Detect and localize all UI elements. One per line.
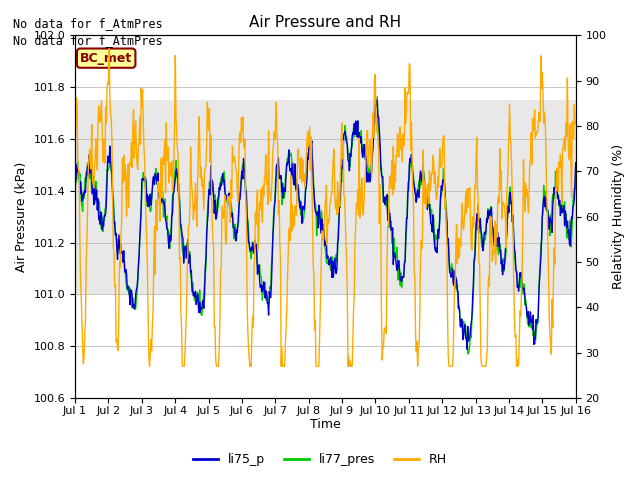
Title: Air Pressure and RH: Air Pressure and RH — [250, 15, 401, 30]
X-axis label: Time: Time — [310, 419, 340, 432]
Text: BC_met: BC_met — [80, 52, 132, 65]
Y-axis label: Relativity Humidity (%): Relativity Humidity (%) — [612, 144, 625, 289]
Legend: li75_p, li77_pres, RH: li75_p, li77_pres, RH — [188, 448, 452, 471]
Text: No data for f_AtmPres: No data for f_AtmPres — [13, 17, 163, 30]
Bar — [75, 100, 576, 294]
Y-axis label: Air Pressure (kPa): Air Pressure (kPa) — [15, 162, 28, 272]
Text: No data for f_AtmPres: No data for f_AtmPres — [13, 34, 163, 47]
